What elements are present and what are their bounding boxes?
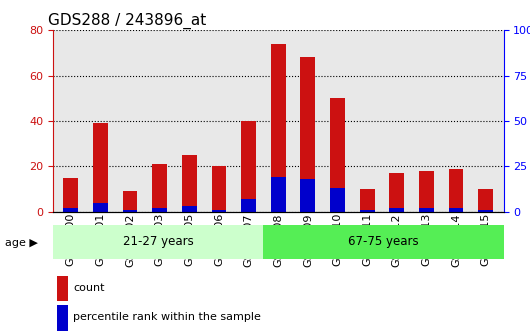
Bar: [211, 210, 226, 212]
Bar: [57, 305, 68, 331]
Bar: [57, 276, 68, 301]
Bar: [271, 177, 286, 212]
Bar: [419, 171, 434, 212]
Bar: [241, 121, 256, 212]
Bar: [478, 210, 493, 212]
Text: count: count: [73, 283, 104, 293]
Bar: [360, 210, 375, 212]
Bar: [93, 203, 108, 212]
Bar: [478, 189, 493, 212]
Bar: [449, 169, 464, 212]
Text: percentile rank within the sample: percentile rank within the sample: [73, 312, 261, 322]
Bar: [152, 208, 167, 212]
Bar: [53, 225, 263, 259]
Text: 21-27 years: 21-27 years: [123, 236, 193, 248]
Bar: [93, 123, 108, 212]
Bar: [122, 191, 137, 212]
Bar: [122, 210, 137, 212]
Bar: [390, 173, 404, 212]
Text: 67-75 years: 67-75 years: [348, 236, 419, 248]
Text: GDS288 / 243896_at: GDS288 / 243896_at: [49, 13, 207, 29]
Bar: [64, 208, 78, 212]
Bar: [301, 179, 315, 212]
Bar: [330, 98, 345, 212]
Bar: [390, 208, 404, 212]
Bar: [330, 188, 345, 212]
Bar: [182, 155, 197, 212]
Bar: [271, 44, 286, 212]
Bar: [241, 199, 256, 212]
Bar: [301, 57, 315, 212]
Bar: [263, 225, 504, 259]
Text: age ▶: age ▶: [5, 238, 38, 248]
Bar: [64, 178, 78, 212]
Bar: [419, 208, 434, 212]
Bar: [182, 206, 197, 212]
Bar: [449, 208, 464, 212]
Bar: [211, 166, 226, 212]
Bar: [360, 189, 375, 212]
Bar: [152, 164, 167, 212]
